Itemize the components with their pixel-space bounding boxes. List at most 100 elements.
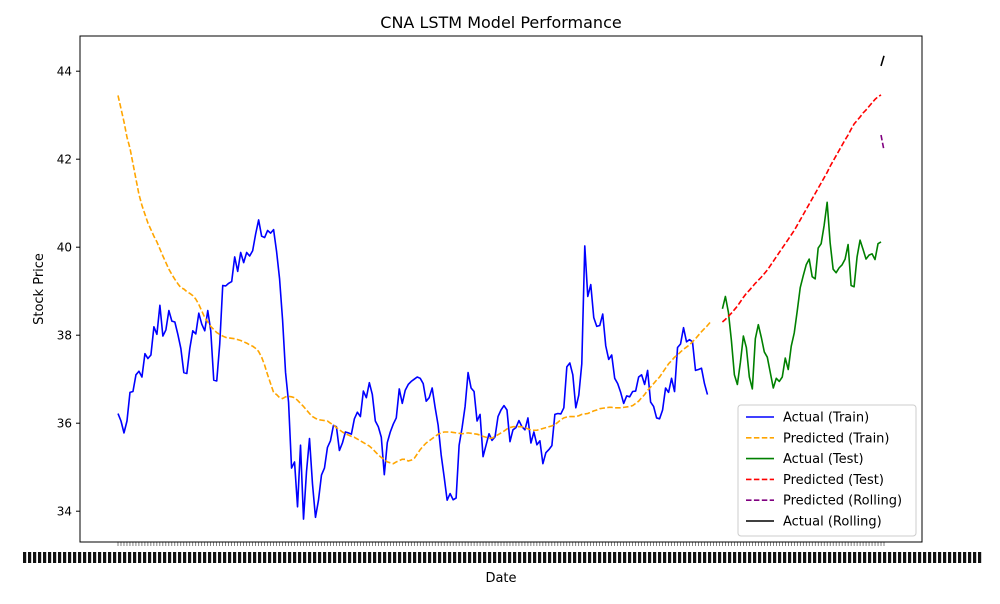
x-tick-label-glyph (193, 552, 197, 563)
x-tick-label-glyph (133, 552, 137, 563)
y-tick-label: 40 (57, 241, 72, 255)
series-line-6 (880, 55, 885, 67)
x-tick-label-glyph (308, 552, 312, 563)
x-tick-label-glyph (958, 552, 962, 563)
x-tick-label-glyph (433, 552, 437, 563)
x-axis-label: Date (485, 571, 516, 586)
x-tick-label-glyph (383, 552, 387, 563)
x-tick-label-glyph (288, 552, 292, 563)
chart-title: CNA LSTM Model Performance (380, 13, 621, 32)
x-tick-label-glyph (908, 552, 912, 563)
x-tick-label-glyph (453, 552, 457, 563)
x-tick-label-glyph (138, 552, 142, 563)
x-tick-label-glyph (548, 552, 552, 563)
x-tick-label-glyph (103, 552, 107, 563)
x-tick-label-glyph (828, 552, 832, 563)
x-tick-label-glyph (978, 552, 982, 563)
x-tick-label-glyph (963, 552, 967, 563)
x-tick-label-glyph (373, 552, 377, 563)
x-tick-label-glyph (843, 552, 847, 563)
x-tick-label-glyph (163, 552, 167, 563)
x-tick-label-glyph (608, 552, 612, 563)
x-tick-label-glyph (553, 552, 557, 563)
x-tick-label-glyph (368, 552, 372, 563)
x-tick-label-glyph (588, 552, 592, 563)
x-tick-label-glyph (458, 552, 462, 563)
x-tick-label-glyph (918, 552, 922, 563)
x-tick-label-glyph (868, 552, 872, 563)
x-tick-label-glyph (253, 552, 257, 563)
x-tick-label-glyph (658, 552, 662, 563)
x-tick-label-glyph (863, 552, 867, 563)
x-tick-label-glyph (623, 552, 627, 563)
x-tick-label-glyph (438, 552, 442, 563)
legend-label-3: Actual (Test) (783, 452, 864, 467)
x-tick-label-glyph (693, 552, 697, 563)
x-tick-label-glyph (398, 552, 402, 563)
x-tick-label-glyph (323, 552, 327, 563)
x-tick-label-glyph (73, 552, 77, 563)
x-tick-label-glyph (858, 552, 862, 563)
x-tick-label-glyph (358, 552, 362, 563)
x-tick-label-glyph (673, 552, 677, 563)
x-tick-label-glyph (353, 552, 357, 563)
x-tick-label-glyph (723, 552, 727, 563)
x-tick-label-glyph (573, 552, 577, 563)
x-tick-label-glyph (923, 552, 927, 563)
x-tick-label-glyph (558, 552, 562, 563)
series-line-4 (721, 94, 882, 323)
x-tick-label-glyph (413, 552, 417, 563)
x-tick-label-glyph (118, 552, 122, 563)
x-tick-label-glyph (758, 552, 762, 563)
x-tick-label-glyph (633, 552, 637, 563)
x-tick-label-glyph (418, 552, 422, 563)
x-tick-label-glyph (178, 552, 182, 563)
x-tick-label-glyph (563, 552, 567, 563)
x-tick-label-glyph (263, 552, 267, 563)
x-tick-label-glyph (408, 552, 412, 563)
x-tick-label-glyph (378, 552, 382, 563)
x-tick-label-glyph (733, 552, 737, 563)
x-tick-label-glyph (88, 552, 92, 563)
x-tick-label-glyph (493, 552, 497, 563)
y-tick-label: 44 (57, 65, 72, 79)
x-tick-label-glyph (948, 552, 952, 563)
x-tick-label-glyph (718, 552, 722, 563)
x-tick-label-glyph (788, 552, 792, 563)
x-tick-label-glyph (798, 552, 802, 563)
x-tick-label-glyph (933, 552, 937, 563)
series-line-1 (117, 219, 709, 520)
x-tick-label-glyph (528, 552, 532, 563)
x-tick-label-glyph (648, 552, 652, 563)
x-tick-label-glyph (93, 552, 97, 563)
x-tick-label-glyph (708, 552, 712, 563)
x-tick-label-glyph (853, 552, 857, 563)
x-tick-label-glyph (478, 552, 482, 563)
x-tick-label-glyph (423, 552, 427, 563)
x-tick-label-glyph (538, 552, 542, 563)
x-tick-label-glyph (678, 552, 682, 563)
series-line-2 (117, 95, 712, 465)
x-tick-label-glyph (83, 552, 87, 563)
x-tick-label-glyph (773, 552, 777, 563)
x-tick-label-glyph (98, 552, 102, 563)
x-tick-label-glyph (123, 552, 127, 563)
x-tick-label-glyph (428, 552, 432, 563)
x-tick-label-glyph (943, 552, 947, 563)
x-tick-label-glyph (753, 552, 757, 563)
x-tick-label-glyph (683, 552, 687, 563)
x-tick-label-glyph (333, 552, 337, 563)
x-tick-label-glyph (583, 552, 587, 563)
x-tick-label-glyph (248, 552, 252, 563)
x-tick-label-glyph (848, 552, 852, 563)
x-tick-label-glyph (913, 552, 917, 563)
x-tick-label-glyph (228, 552, 232, 563)
x-tick-label-glyph (48, 552, 52, 563)
x-tick-label-glyph (363, 552, 367, 563)
legend-box (737, 404, 917, 537)
x-tick-label-glyph (568, 552, 572, 563)
x-tick-label-glyph (28, 552, 32, 563)
x-tick-label-glyph (628, 552, 632, 563)
x-tick-labels-overlap (23, 552, 982, 563)
